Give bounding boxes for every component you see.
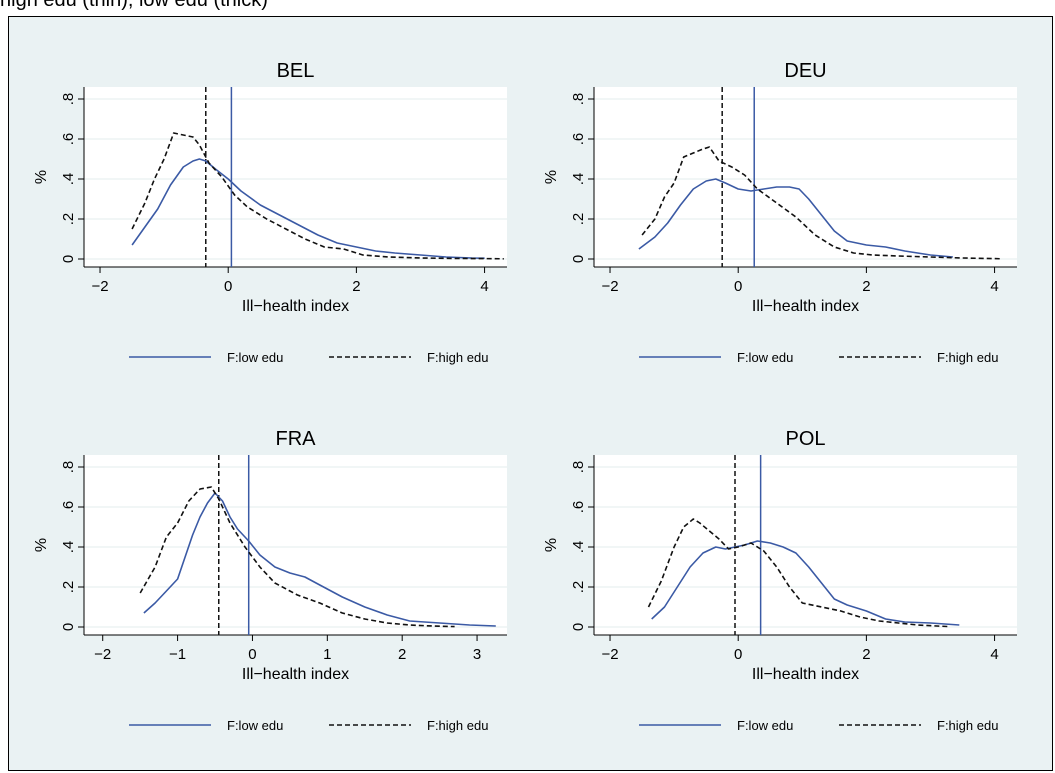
plot-area [84, 87, 507, 267]
y-tick-label: 0 [570, 623, 587, 631]
x-axis-label: Ill−health index [752, 298, 859, 315]
series-line-high-edu [139, 486, 455, 628]
series-line-high-edu [131, 132, 504, 260]
x-tick-label: −2 [91, 278, 108, 295]
y-tick-label: .4 [60, 173, 77, 186]
x-tick-label: 2 [862, 646, 870, 663]
x-tick-label: 3 [473, 646, 481, 663]
x-tick-label: 0 [224, 278, 232, 295]
x-tick-label: 4 [480, 278, 488, 295]
legend-label: F:high edu [427, 718, 488, 733]
y-tick-label: .8 [570, 461, 587, 474]
y-tick-label: 0 [60, 255, 77, 263]
series-line-low-edu [143, 492, 496, 627]
y-tick-label: .2 [60, 581, 77, 594]
y-tick-label: .4 [570, 541, 587, 554]
y-axis-label: % [543, 538, 560, 552]
chart-panel-deu: DEU 0 .2 .4 .6 .8% −2 0 2 4 Ill−health index F:low … [543, 60, 1017, 365]
x-axis-label: Ill−health index [752, 666, 859, 683]
y-axis-label: % [33, 170, 50, 184]
figure-caption: high edu (thin), low edu (thick) [0, 0, 268, 11]
y-tick-label: .6 [60, 133, 77, 146]
x-tick-label: 1 [323, 646, 331, 663]
y-tick-label: .2 [570, 581, 587, 594]
y-tick-label: .2 [60, 213, 77, 226]
y-tick-label: .6 [60, 501, 77, 514]
y-tick-label: .8 [60, 93, 77, 106]
chart-panel-bel: BEL 0 .2 .4 .6 .8% −2 0 2 4 Ill−health index F:low … [33, 60, 507, 365]
legend-label: F:high edu [937, 350, 998, 365]
y-tick-label: .6 [570, 133, 587, 146]
series-line-low-edu [651, 540, 960, 626]
chart-title: BEL [277, 60, 315, 82]
series-line-low-edu [131, 158, 485, 259]
y-tick-label: .8 [60, 461, 77, 474]
legend-label: F:low edu [227, 350, 283, 365]
chart-title: FRA [276, 428, 317, 450]
y-tick-label: .2 [570, 213, 587, 226]
x-tick-label: 2 [862, 278, 870, 295]
y-tick-label: .4 [570, 173, 587, 186]
x-tick-label: 0 [734, 278, 742, 295]
legend-label: F:low edu [737, 718, 793, 733]
y-axis-label: % [543, 170, 560, 184]
legend-label: F:high edu [937, 718, 998, 733]
x-axis-label: Ill−health index [242, 298, 349, 315]
y-tick-label: .4 [60, 541, 77, 554]
x-tick-label: −1 [169, 646, 186, 663]
x-tick-label: −2 [601, 646, 618, 663]
x-tick-label: −2 [94, 646, 111, 663]
y-tick-label: 0 [60, 623, 77, 631]
chart-title: DEU [784, 60, 826, 82]
x-tick-label: 2 [398, 646, 406, 663]
x-tick-label: 2 [352, 278, 360, 295]
x-tick-label: 0 [248, 646, 256, 663]
plot-area [594, 455, 1017, 635]
legend-label: F:low edu [227, 718, 283, 733]
series-line-high-edu [647, 518, 950, 628]
figure-frame: BEL 0 .2 .4 .6 .8% −2 0 2 4 Ill−health index F:low … [8, 16, 1053, 771]
small-multiples-figure: BEL 0 .2 .4 .6 .8% −2 0 2 4 Ill−health index F:low … [33, 60, 1017, 733]
y-tick-label: .6 [570, 501, 587, 514]
chart-title: POL [785, 428, 825, 450]
plot-area [84, 455, 507, 635]
plot-area [594, 87, 1017, 267]
y-tick-label: .8 [570, 93, 587, 106]
chart-panel-fra: FRA 0 .2 .4 .6 .8% −2 −1 0 1 2 3 Ill−health index F:l… [33, 428, 507, 733]
x-tick-label: 4 [990, 646, 998, 663]
x-axis-label: Ill−health index [242, 666, 349, 683]
legend-label: F:high edu [427, 350, 488, 365]
x-tick-label: 0 [734, 646, 742, 663]
chart-panel-pol: POL 0 .2 .4 .6 .8% −2 0 2 4 Ill−health index F:low … [543, 428, 1017, 733]
y-axis-label: % [33, 538, 50, 552]
x-tick-label: −2 [601, 278, 618, 295]
y-tick-label: 0 [570, 255, 587, 263]
x-tick-label: 4 [990, 278, 998, 295]
series-line-high-edu [641, 146, 1002, 260]
series-line-low-edu [638, 178, 953, 258]
legend-label: F:low edu [737, 350, 793, 365]
